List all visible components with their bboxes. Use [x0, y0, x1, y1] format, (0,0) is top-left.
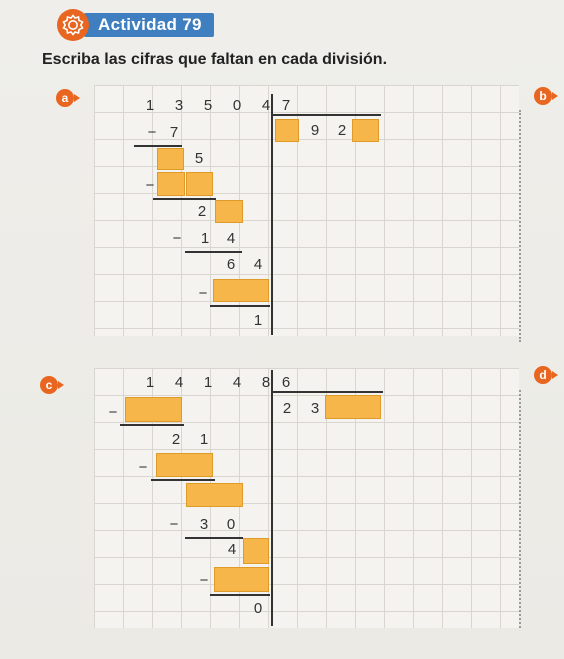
minus-sign: −: [145, 177, 155, 194]
quotient-blank-box[interactable]: [352, 119, 379, 142]
step-digit: 4: [253, 256, 263, 273]
blank-box[interactable]: [157, 172, 185, 196]
division-bracket-horizontal: [271, 391, 383, 393]
step-digit: 4: [227, 541, 237, 558]
grid-ab: [94, 85, 519, 336]
step-digit: 5: [194, 150, 204, 167]
minus-sign: −: [147, 124, 157, 141]
subtraction-line: [151, 479, 215, 481]
division-bracket-horizontal: [271, 114, 381, 116]
subtrahend-digit: 7: [169, 124, 179, 141]
subtraction-line: [120, 424, 184, 426]
blank-box[interactable]: [157, 148, 184, 170]
minus-sign: −: [108, 404, 118, 421]
divisor: 7: [281, 97, 291, 114]
activity-title: Actividad 79: [84, 13, 214, 37]
subtrahend-digit: 0: [226, 516, 236, 533]
dividend-digit: 1: [145, 97, 155, 114]
minus-sign: −: [169, 516, 179, 533]
divisor: 6: [281, 374, 291, 391]
remainder: 0: [253, 600, 263, 617]
label-c: c: [40, 376, 64, 394]
step-digit: 1: [199, 431, 209, 448]
label-b: b: [534, 87, 558, 105]
blank-box-double[interactable]: [214, 567, 269, 592]
blank-box[interactable]: [243, 538, 269, 564]
quotient-blank-box-double[interactable]: [325, 395, 381, 419]
dotted-separator-b: [519, 110, 521, 342]
step-digit: 2: [197, 203, 207, 220]
quotient-digit: 2: [337, 122, 347, 139]
instruction-text: Escriba las cifras que faltan en cada di…: [42, 51, 388, 68]
subtraction-line: [185, 537, 243, 539]
minus-sign: −: [198, 285, 208, 302]
minus-sign: −: [172, 230, 182, 247]
dividend-digit: 1: [145, 374, 155, 391]
dividend-digit: 4: [232, 374, 242, 391]
subtraction-line: [153, 198, 216, 200]
subtrahend-digit: 1: [200, 230, 210, 247]
dotted-separator-d: [519, 390, 521, 628]
subtrahend-digit: 4: [226, 230, 236, 247]
dividend-digit: 4: [261, 97, 271, 114]
label-d: d: [534, 366, 558, 384]
step-digit: 2: [171, 431, 181, 448]
quotient-digit: 2: [282, 400, 292, 417]
subtrahend-digit: 3: [199, 516, 209, 533]
quotient-digit: 3: [310, 400, 320, 417]
gear-icon: [57, 9, 89, 41]
division-bracket-vertical: [271, 94, 273, 335]
dividend-digit: 1: [203, 374, 213, 391]
step-digit: 6: [226, 256, 236, 273]
blank-box-double[interactable]: [186, 483, 243, 507]
blank-box[interactable]: [215, 200, 243, 223]
dividend-digit: 3: [174, 97, 184, 114]
remainder: 1: [253, 312, 263, 329]
dividend-digit: 5: [203, 97, 213, 114]
dividend-digit: 4: [174, 374, 184, 391]
minus-sign: −: [138, 459, 148, 476]
dividend-digit: 0: [232, 97, 242, 114]
division-bracket-vertical: [271, 370, 273, 626]
subtraction-line: [134, 145, 182, 147]
blank-box[interactable]: [186, 172, 213, 196]
activity-header: Actividad 79: [56, 8, 214, 42]
blank-box-double[interactable]: [125, 397, 182, 422]
minus-sign: −: [199, 572, 209, 589]
subtraction-line: [185, 251, 242, 253]
quotient-digit: 9: [310, 122, 320, 139]
blank-box-double[interactable]: [213, 279, 269, 302]
quotient-blank-box[interactable]: [275, 119, 299, 142]
blank-box-double[interactable]: [156, 453, 213, 477]
subtraction-line: [210, 305, 270, 307]
subtraction-line: [210, 594, 270, 596]
label-a: a: [56, 89, 80, 107]
dividend-digit: 8: [261, 374, 271, 391]
